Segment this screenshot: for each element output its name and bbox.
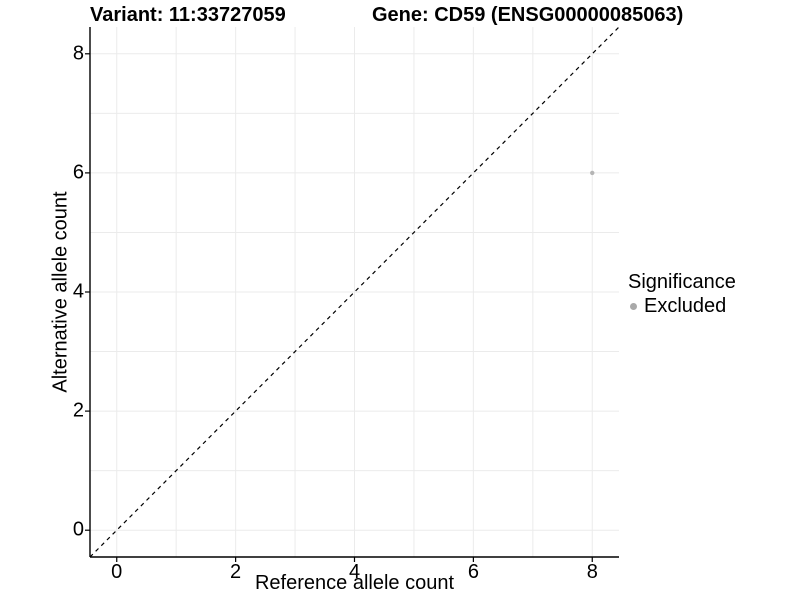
x-tick-label: 0: [111, 561, 123, 583]
x-tick-label: 2: [230, 561, 242, 583]
x-tick-label: 4: [348, 561, 361, 583]
legend-items: Excluded: [628, 295, 736, 318]
data-point: [590, 170, 595, 176]
y-tick-label: 0: [72, 518, 84, 541]
x-axis-title: Reference allele count: [254, 572, 454, 594]
y-tick-label: 8: [72, 42, 84, 65]
y-axis-title: Alternative allele count: [49, 191, 72, 393]
legend-item-label: Excluded: [644, 295, 727, 317]
y-tick-label: 2: [72, 399, 84, 422]
variant-title: Variant: 11:33727059: [90, 4, 286, 26]
y-tick-label: 4: [72, 280, 84, 303]
identity-line: [89, 26, 620, 558]
legend-key-dot-icon: [630, 303, 637, 310]
legend-title: Significance: [628, 271, 736, 293]
gene-title: Gene: CD59 (ENSG00000085063): [372, 4, 684, 26]
x-tick-label: 8: [586, 561, 598, 583]
y-tick-label: 6: [72, 161, 84, 184]
x-tick-label: 6: [467, 561, 479, 583]
legend: Significance Excluded: [628, 271, 736, 318]
legend-item: Excluded: [628, 295, 736, 318]
